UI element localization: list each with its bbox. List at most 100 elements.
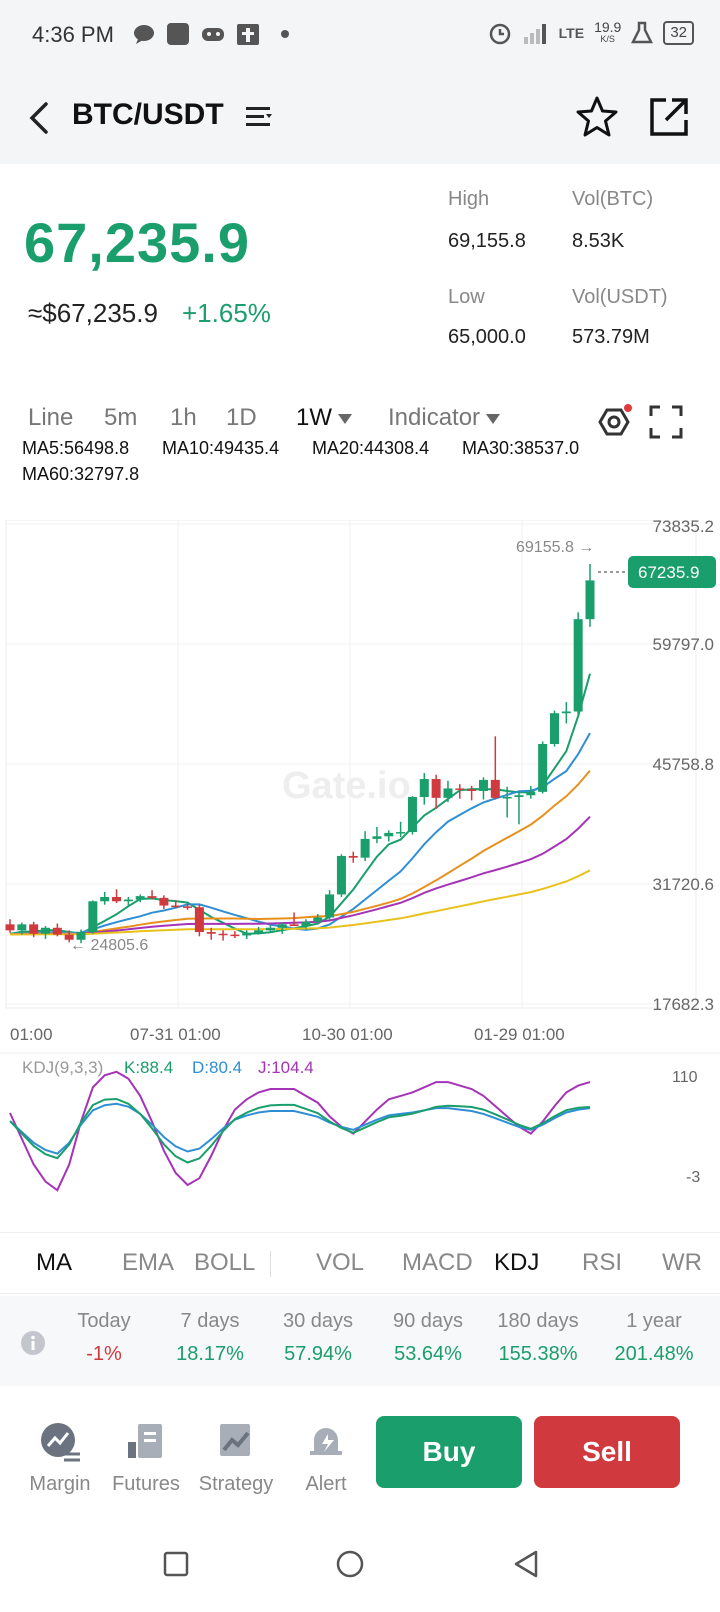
candle-body (289, 924, 299, 927)
candle-body (490, 779, 500, 798)
status-right: LTE 19.9 K/S 32 (487, 20, 694, 46)
candle-body (218, 933, 228, 936)
candle-body (5, 924, 15, 931)
home-circle-icon[interactable] (334, 1548, 366, 1580)
perf-value: 18.17% (176, 1343, 244, 1365)
candle-body (277, 924, 287, 928)
perf-30d: 30 days 57.94% (268, 1310, 368, 1366)
candle-body (573, 619, 583, 712)
net-speed: 19.9 K/S (594, 20, 621, 45)
candle-body (112, 896, 122, 902)
candle-body (313, 917, 323, 922)
tab-wr[interactable]: WR (662, 1249, 702, 1276)
candle-body (171, 905, 181, 908)
perf-90d: 90 days 53.64% (378, 1310, 478, 1366)
high-marker: 69155.8 → (516, 539, 594, 556)
tab-vol[interactable]: VOL (316, 1249, 365, 1276)
pair-title[interactable]: BTC/USDT (72, 98, 224, 131)
status-time: 4:36 PM (32, 22, 114, 47)
tab-ema[interactable]: EMA (122, 1249, 175, 1276)
candle-body (455, 788, 465, 790)
strategy-button[interactable]: Strategy (196, 1420, 276, 1496)
network-type: LTE (558, 24, 585, 41)
time-axis: 01:00 07-31 01:00 10-30 01:00 01-29 01:00 (10, 1025, 565, 1044)
fullscreen-icon[interactable] (648, 404, 684, 440)
candle-body (419, 779, 429, 797)
tab-macd[interactable]: MACD (402, 1249, 473, 1276)
perf-label: 7 days (180, 1310, 240, 1332)
favorite-star-icon[interactable] (574, 94, 620, 140)
pair-switch-icon[interactable] (244, 102, 274, 132)
tf-1d[interactable]: 1D (226, 404, 257, 431)
candle-body (325, 894, 335, 918)
kdj-axis-bottom: -3 (686, 1169, 700, 1186)
current-price-tag (628, 556, 716, 588)
candle-body (100, 896, 110, 902)
candle-body (336, 855, 346, 895)
price-axis-label: 73835.2 (653, 520, 714, 536)
candle-body (254, 930, 264, 933)
recent-apps-square-icon[interactable] (162, 1550, 190, 1578)
candle-body (123, 899, 133, 902)
time-axis-label: 01-29 01:00 (474, 1025, 565, 1044)
low-value: 65,000.0 (448, 326, 526, 348)
dot-icon (281, 30, 289, 38)
tab-rsi[interactable]: RSI (582, 1249, 623, 1276)
alert-bell-icon (310, 1428, 342, 1455)
candle-body (502, 796, 512, 799)
tf-1w[interactable]: 1W (296, 404, 352, 432)
tf-1h[interactable]: 1h (170, 404, 197, 431)
sell-button[interactable]: Sell (534, 1416, 680, 1488)
candle-body (159, 897, 169, 906)
candle-body (76, 932, 86, 940)
system-nav-bar (0, 1526, 720, 1612)
alert-button[interactable]: Alert (286, 1420, 366, 1496)
buy-button[interactable]: Buy (376, 1416, 522, 1488)
candle-body (52, 927, 62, 935)
candle-body (194, 907, 204, 933)
ma5-legend: MA5:56498.8 (22, 438, 130, 458)
price-axis-label: 31720.6 (653, 875, 714, 894)
candle-body (242, 932, 252, 936)
tab-kdj[interactable]: KDJ (494, 1249, 540, 1276)
candle-body (41, 927, 51, 934)
candle-body (396, 832, 406, 834)
perf-180d: 180 days 155.38% (488, 1310, 588, 1366)
back-triangle-icon[interactable] (510, 1548, 542, 1580)
indicator-dropdown[interactable]: Indicator (388, 404, 501, 432)
calendar-icon (237, 24, 259, 45)
tab-ma[interactable]: MA (36, 1249, 72, 1276)
candle-body (431, 779, 441, 798)
ma30-line (9, 815, 591, 936)
low-marker: ← 24805.6 (70, 937, 148, 954)
kdj-axis-top: 110 (672, 1069, 698, 1086)
candle-body (17, 924, 27, 931)
margin-button[interactable]: Margin (20, 1420, 100, 1496)
back-arrow-icon[interactable] (20, 96, 60, 140)
info-icon[interactable] (20, 1330, 46, 1356)
candle-body (514, 795, 524, 797)
share-icon[interactable] (646, 94, 692, 140)
candle-body (467, 789, 477, 792)
tf-5m[interactable]: 5m (104, 404, 138, 431)
chart-settings-hexagon-icon[interactable] (590, 402, 634, 442)
ma10-legend: MA10:49435.4 (162, 438, 280, 458)
price-axis-label: 45758.8 (653, 755, 714, 774)
price-card: 67,235.9 ≈$67,235.9 +1.65% High 69,155.8… (0, 164, 720, 394)
perf-7d: 7 days 18.17% (160, 1310, 260, 1366)
gamepad-icon (202, 28, 224, 41)
tab-boll[interactable]: BOLL (194, 1249, 256, 1276)
perf-1y: 1 year 201.48% (604, 1310, 704, 1366)
candle-body (372, 836, 382, 839)
ma20-line (9, 769, 591, 936)
candlestick-chart[interactable]: Gate.io 73835.2 59797.0 45758.8 31720.6 1768… (0, 520, 720, 1220)
tf-line[interactable]: Line (28, 404, 74, 431)
timeframe-bar: Line 5m 1h 1D 1W Indicator (0, 394, 720, 448)
high-label: High (448, 188, 490, 210)
futures-button[interactable]: Futures (106, 1420, 186, 1496)
perf-value: 57.94% (284, 1343, 352, 1365)
candle-body (29, 924, 39, 934)
candle-body (478, 779, 488, 792)
time-axis-label: 01:00 (10, 1025, 53, 1044)
strategy-icon (220, 1424, 250, 1456)
